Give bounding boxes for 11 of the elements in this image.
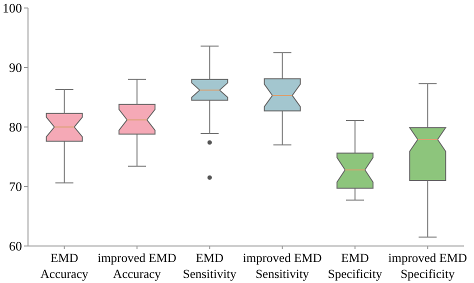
y-tick-label: 100 xyxy=(2,0,22,16)
x-tick-label: improved EMD Specificity xyxy=(388,251,468,281)
x-tick-label: improved EMD Accuracy xyxy=(98,251,176,281)
x-tick-label: improved EMD Sensitivity xyxy=(242,251,322,281)
x-tick-label: EMD Accuracy xyxy=(40,251,90,281)
x-tick-label: EMD Specificity xyxy=(328,251,383,281)
y-tick-label: 70 xyxy=(9,179,22,194)
y-tick-label: 90 xyxy=(9,60,22,76)
x-tick-label: EMD Sensitivity xyxy=(182,251,238,281)
y-tick-label: 60 xyxy=(9,238,22,254)
y-tick-label: 80 xyxy=(9,120,22,135)
